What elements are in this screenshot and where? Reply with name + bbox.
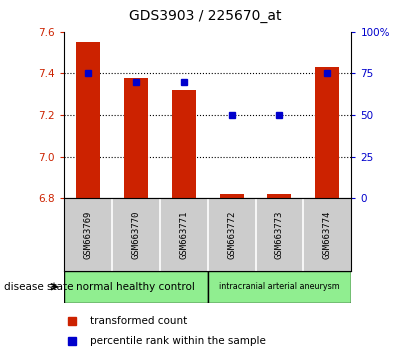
Bar (268, 194, 291, 198)
Text: GSM663771: GSM663771 (179, 210, 188, 259)
Text: percentile rank within the sample: percentile rank within the sample (90, 336, 266, 346)
Text: transformed count: transformed count (90, 316, 187, 326)
Bar (219, 194, 243, 198)
Text: GSM663772: GSM663772 (227, 210, 236, 259)
Bar (172, 90, 196, 198)
Text: GSM663770: GSM663770 (131, 210, 140, 259)
Bar (315, 67, 339, 198)
Text: GSM663773: GSM663773 (275, 210, 284, 259)
Text: GSM663769: GSM663769 (83, 210, 92, 259)
Bar (124, 78, 148, 198)
Text: GDS3903 / 225670_at: GDS3903 / 225670_at (129, 9, 282, 23)
Text: intracranial arterial aneurysm: intracranial arterial aneurysm (219, 282, 340, 291)
Text: disease state: disease state (4, 282, 74, 292)
Text: normal healthy control: normal healthy control (76, 282, 195, 292)
Text: GSM663774: GSM663774 (323, 210, 332, 259)
Bar (64, 271, 208, 303)
Bar (76, 42, 100, 198)
Bar (208, 271, 351, 303)
